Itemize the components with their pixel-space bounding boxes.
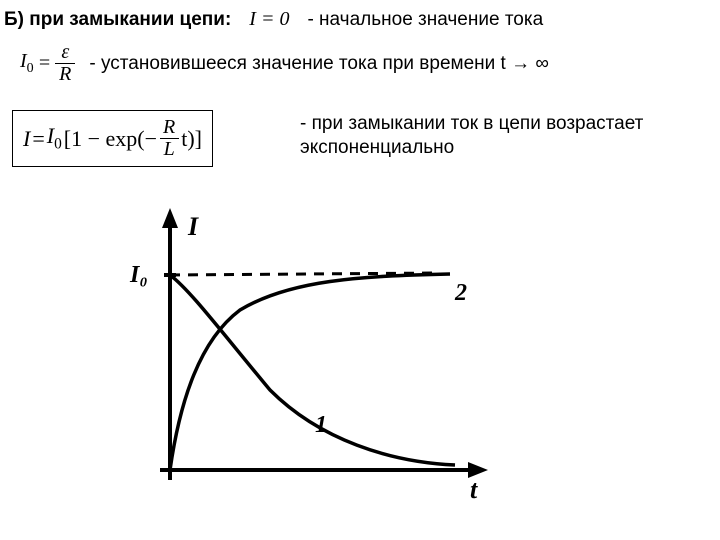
- box-lbr: [1 − exp(−: [64, 126, 157, 152]
- curve-2-label: 2: [454, 280, 467, 306]
- frac-den-r: R: [55, 63, 75, 85]
- formula-i-eq-0: I = 0: [249, 8, 289, 31]
- boxed-formula: I = I0 [1 − exp(− R L t)]: [12, 110, 213, 167]
- y-arrow: [162, 208, 178, 228]
- i0-sub: 0: [27, 61, 34, 76]
- fraction-eps-r: ε R: [55, 42, 75, 85]
- box-fraction-rl: R L: [159, 117, 179, 160]
- box-frac-num: R: [159, 117, 179, 138]
- curve-1-falling: [170, 275, 455, 465]
- i0-eq-sign: =: [38, 52, 52, 75]
- box-i0: I: [47, 123, 54, 148]
- graph-svg: I t I₀ 1 2: [120, 200, 520, 520]
- formula-i0-eq-eps-over-r: I0 = ε R: [20, 42, 75, 85]
- curve-2-rising: [170, 274, 450, 470]
- box-i0-sub: 0: [54, 136, 62, 153]
- i0-label: I₀: [129, 262, 148, 288]
- explanation-text: - при замыкании ток в цепи возрастает эк…: [300, 112, 716, 160]
- box-frac-den: L: [160, 138, 179, 160]
- box-after: t)]: [181, 126, 202, 152]
- axis-label-i: I: [187, 212, 199, 241]
- i0-i: I: [20, 50, 27, 72]
- frac-num-eps: ε: [57, 42, 73, 63]
- box-i: I: [23, 126, 30, 152]
- axis-label-t: t: [470, 475, 478, 504]
- box-eq: =: [32, 126, 44, 152]
- section-label: Б) при замыкании цепи:: [4, 9, 231, 31]
- graph: I t I₀ 1 2: [120, 200, 520, 520]
- curve-1-label: 1: [315, 412, 327, 438]
- desc-initial: - начальное значение тока: [307, 9, 543, 31]
- desc-steady: - установившееся значение тока при време…: [89, 53, 549, 75]
